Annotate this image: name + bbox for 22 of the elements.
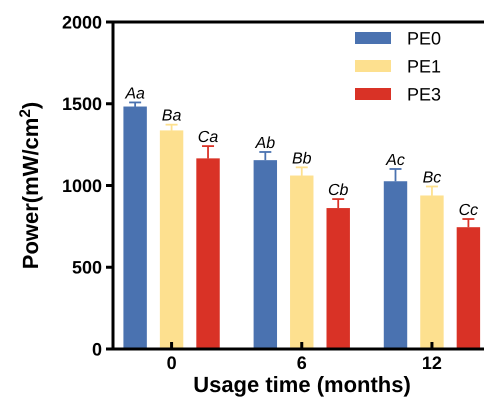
x-tick-label: 6 [296,353,307,373]
y-tick-label: 500 [72,258,102,278]
legend-label: PE3 [407,84,442,104]
legend-label: PE0 [407,28,442,48]
y-tick-label: 1000 [62,176,102,196]
y-tick-label: 0 [92,339,102,360]
annotation: Bb [292,150,312,168]
annotation: Cb [328,182,349,200]
bar [123,106,147,349]
legend-label: PE1 [407,56,442,76]
x-tick-label: 0 [166,353,177,373]
annotation: Ab [254,134,276,152]
annotation: Ba [162,108,182,125]
annotation: Aa [124,85,146,102]
annotation: Cc [458,202,478,220]
x-axis-title: Usage time (months) [193,372,411,397]
x-tick-label: 12 [422,353,442,373]
y-tick-label: 2000 [62,12,102,32]
y-tick-label: 1500 [62,94,102,114]
annotation: Ca [198,129,218,146]
annotation: Bc [422,169,442,186]
annotation: Ac [385,152,405,169]
